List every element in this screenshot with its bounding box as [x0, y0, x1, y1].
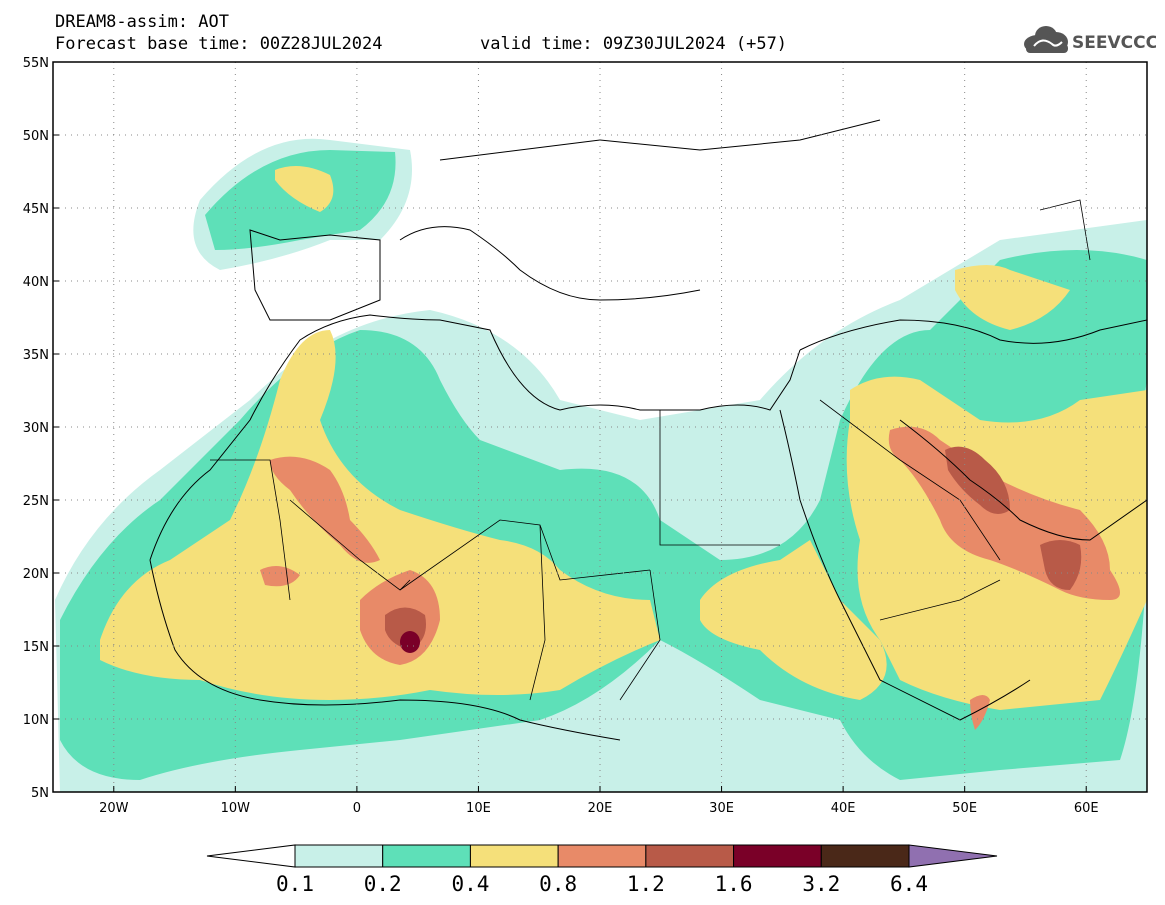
- colorbar-level-label: 3.2: [802, 872, 840, 896]
- aot-band-1.6: [400, 631, 420, 653]
- lon-tick-label: 20W: [99, 801, 129, 816]
- logo-text: SEEVCCC: [1072, 33, 1156, 53]
- lon-tick-label: 30E: [709, 801, 734, 816]
- aot-fields: [53, 62, 1147, 792]
- lat-tick-label: 25N: [23, 494, 49, 509]
- map-title: DREAM8-assim: AOT: [55, 12, 229, 32]
- lat-tick-label: 45N: [23, 202, 49, 217]
- colorbar: 0.1 0.2 0.4 0.8 1.2 1.6 3.2 6.4: [206, 844, 998, 896]
- lat-tick-label: 55N: [23, 56, 49, 71]
- colorbar-level-label: 0.2: [364, 872, 402, 896]
- colorbar-arrow-high: [908, 844, 998, 868]
- lon-tick-label: 60E: [1074, 801, 1099, 816]
- colorbar-segment: [469, 844, 559, 868]
- colorbar-segment: [382, 844, 471, 868]
- colorbar-arrow-low: [206, 844, 296, 868]
- seevccc-logo: SEEVCCC: [1024, 26, 1156, 53]
- colorbar-segment: [733, 844, 822, 868]
- colorbar-level-label: 0.4: [451, 872, 489, 896]
- colorbar-level-label: 0.8: [539, 872, 577, 896]
- colorbar-segment: [294, 844, 384, 868]
- lat-tick-label: 5N: [31, 786, 49, 801]
- lon-tick-label: 0: [353, 801, 361, 816]
- colorbar-segment: [557, 844, 647, 868]
- country-borders: [210, 199, 1091, 701]
- lat-tick-label: 15N: [23, 640, 49, 655]
- lat-tick-label: 10N: [23, 713, 49, 728]
- lon-tick-label: 10W: [221, 801, 251, 816]
- lon-tick-label: 10E: [466, 801, 491, 816]
- colorbar-segment: [820, 844, 910, 868]
- colorbar-segment: [645, 844, 735, 868]
- lat-tick-label: 50N: [23, 129, 49, 144]
- lon-tick-label: 40E: [831, 801, 856, 816]
- lat-tick-label: 20N: [23, 567, 49, 582]
- cloud-icon: [1024, 26, 1068, 53]
- lat-tick-label: 40N: [23, 275, 49, 290]
- latitude-axis: 5N 10N 15N 20N 25N 30N 35N 40N 45N 50N 55N: [23, 56, 59, 801]
- lon-tick-label: 50E: [952, 801, 977, 816]
- lon-tick-label: 20E: [588, 801, 613, 816]
- gridlines: [53, 62, 1147, 792]
- longitude-axis: 20W 10W 0 10E 20E 30E 40E 50E 60E: [99, 786, 1099, 816]
- lat-tick-label: 35N: [23, 348, 49, 363]
- colorbar-level-label: 0.1: [276, 872, 314, 896]
- valid-time: valid time: 09Z30JUL2024 (+57): [480, 34, 788, 54]
- lat-tick-label: 30N: [23, 421, 49, 436]
- colorbar-level-label: 1.6: [715, 872, 753, 896]
- forecast-base-time: Forecast base time: 00Z28JUL2024: [55, 34, 383, 54]
- colorbar-level-label: 6.4: [890, 872, 928, 896]
- coastlines: [149, 119, 1147, 741]
- colorbar-level-label: 1.2: [627, 872, 665, 896]
